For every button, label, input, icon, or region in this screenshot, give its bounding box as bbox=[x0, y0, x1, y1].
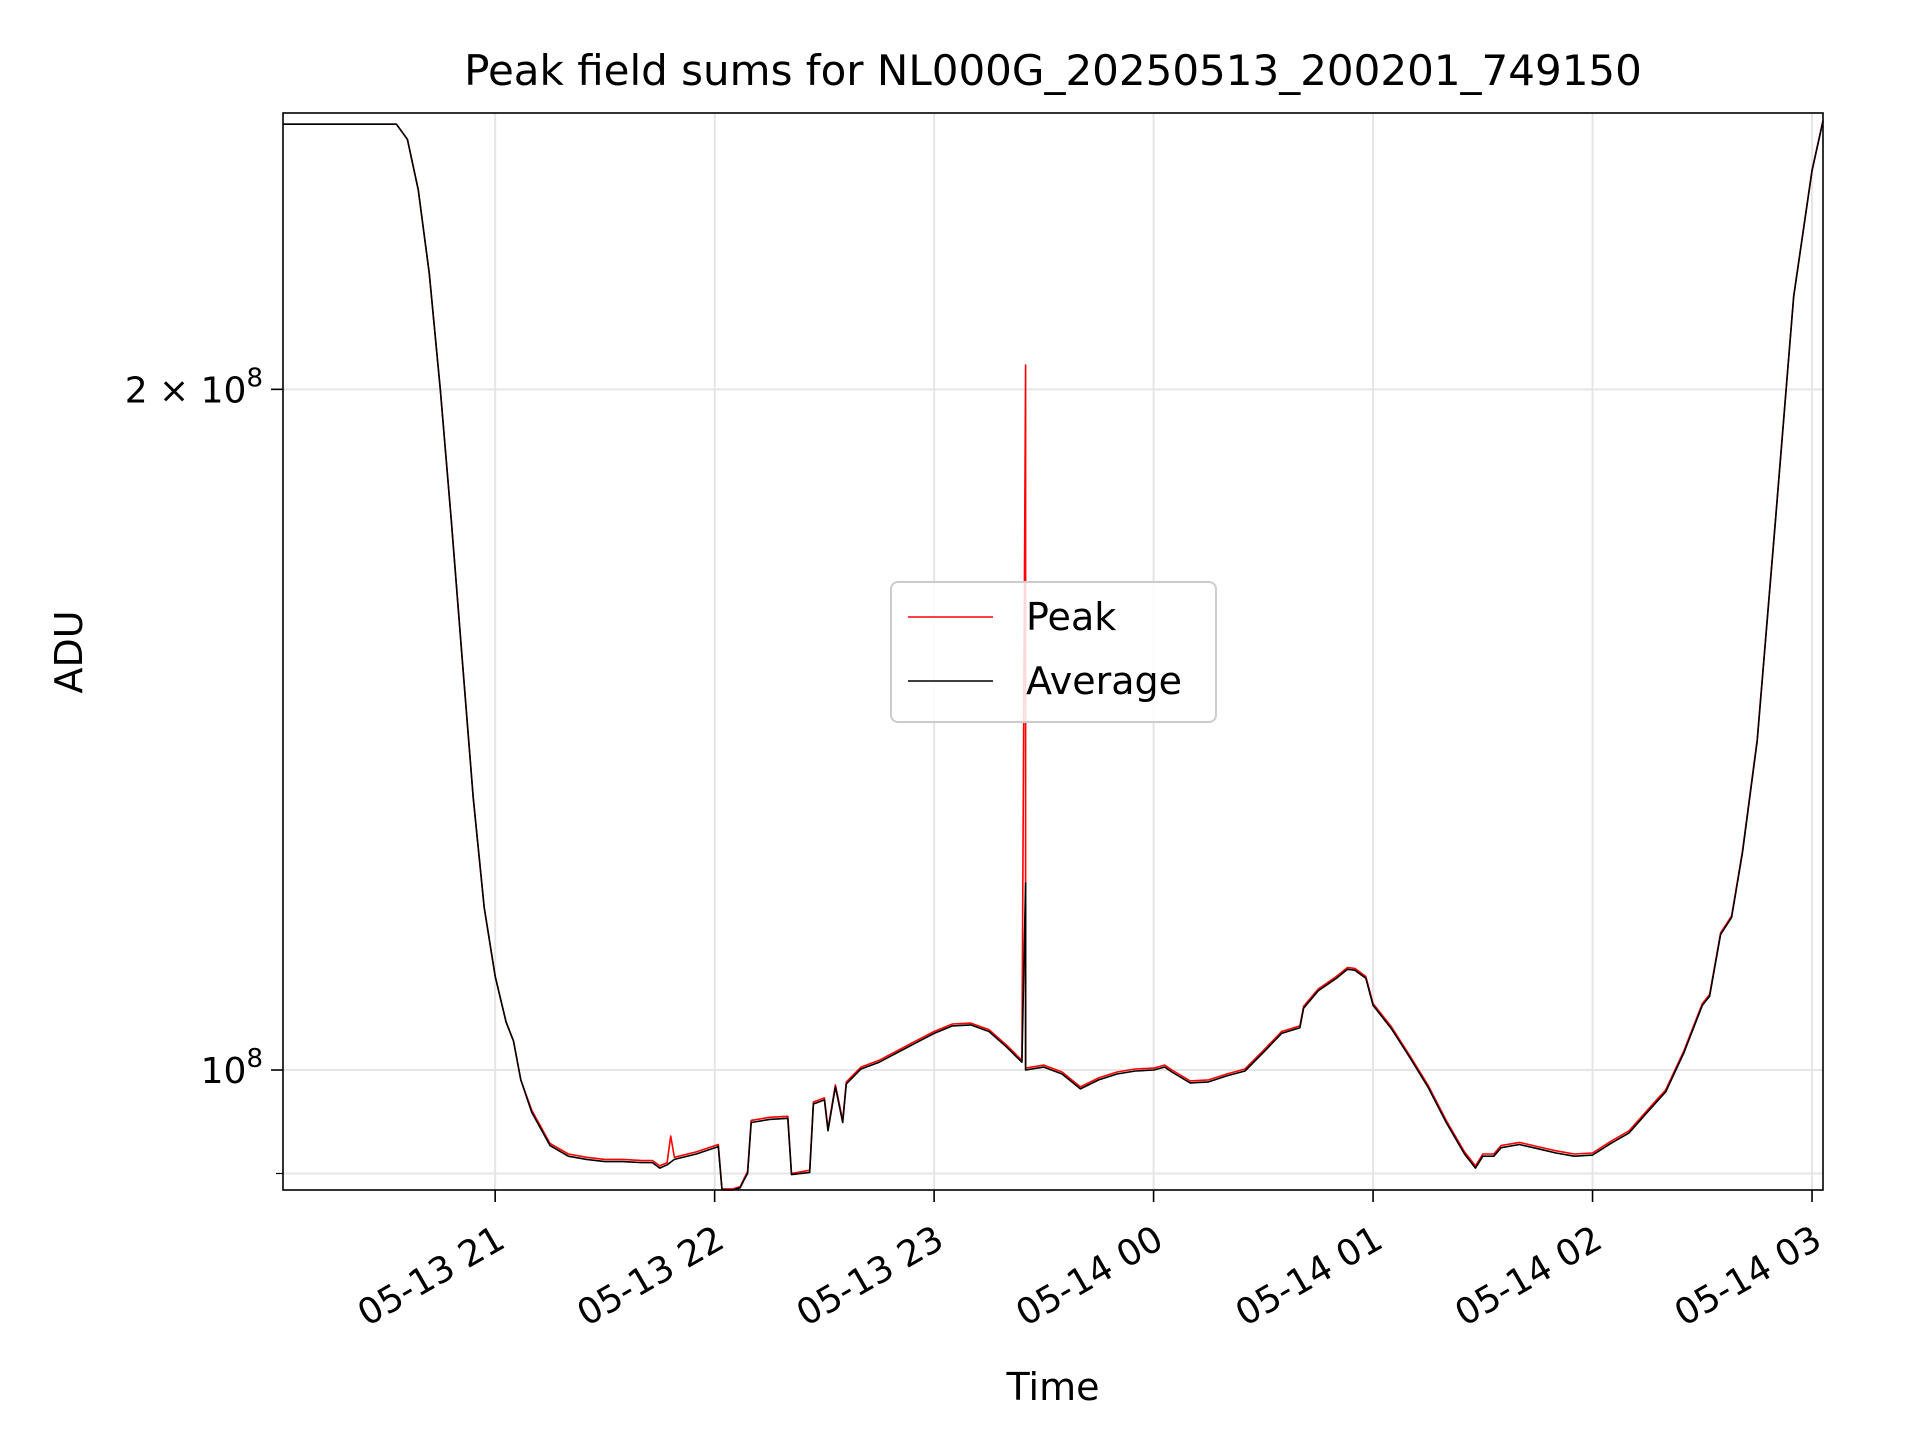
legend-label-average: Average bbox=[1026, 659, 1182, 703]
series-line-average bbox=[283, 121, 1824, 1191]
y-axis-label: ADU bbox=[47, 610, 91, 693]
y-tick-label: 108 bbox=[201, 1044, 263, 1092]
legend: Peak Average bbox=[890, 581, 1217, 723]
y-tick-label: 2 × 108 bbox=[125, 363, 263, 411]
plot-frame bbox=[282, 112, 1824, 1191]
y-axis: 108 2 × 108 bbox=[125, 363, 283, 1175]
x-axis-label: Time bbox=[1006, 1365, 1100, 1409]
legend-label-peak: Peak bbox=[1026, 595, 1116, 639]
chart-title: Peak field sums for NL000G_20250513_2002… bbox=[464, 46, 1642, 95]
